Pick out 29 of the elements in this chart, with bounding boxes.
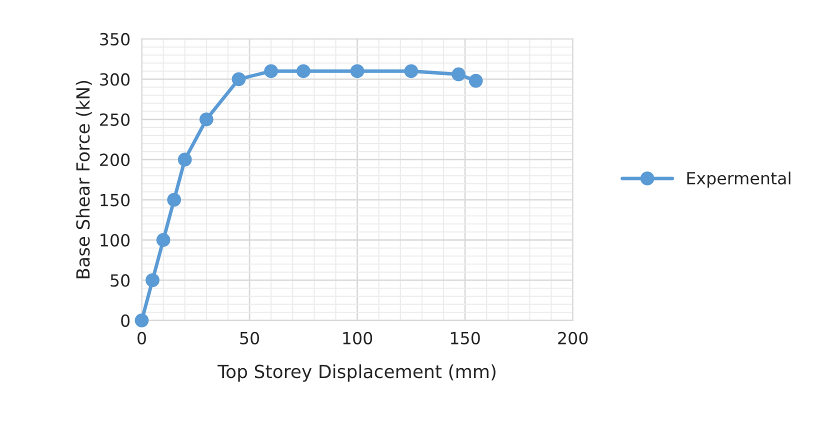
y-tick-label: 150 xyxy=(100,194,130,206)
y-tick-label: 200 xyxy=(100,154,130,166)
y-axis-title: Base Shear Force (kN) xyxy=(76,80,92,278)
x-axis-title: Top Storey Displacement (mm) xyxy=(218,364,496,382)
point xyxy=(264,64,278,78)
point xyxy=(452,67,466,82)
point xyxy=(167,192,182,207)
point xyxy=(350,64,364,78)
y-tick-label: 50 xyxy=(110,274,130,287)
point xyxy=(468,74,483,88)
x-tick-label: 0 xyxy=(138,332,146,344)
x-tick-label: 50 xyxy=(240,332,260,344)
point xyxy=(404,64,418,78)
y-tick-label: 350 xyxy=(100,32,130,46)
point xyxy=(146,273,160,288)
y-tick-label: 0 xyxy=(121,314,130,327)
y-tick-label: 250 xyxy=(100,113,130,126)
x-tick-label: 100 xyxy=(343,332,372,344)
point xyxy=(199,112,214,126)
y-tick-label: 300 xyxy=(100,73,130,86)
point xyxy=(296,64,310,78)
x-tick-label: 200 xyxy=(558,332,588,344)
point xyxy=(134,313,149,328)
x-tick-label: 150 xyxy=(450,332,480,344)
point xyxy=(232,72,246,86)
legend-label: Expermental xyxy=(687,172,790,188)
y-tick-label: 100 xyxy=(100,234,130,247)
point xyxy=(178,152,192,167)
point xyxy=(156,233,170,247)
